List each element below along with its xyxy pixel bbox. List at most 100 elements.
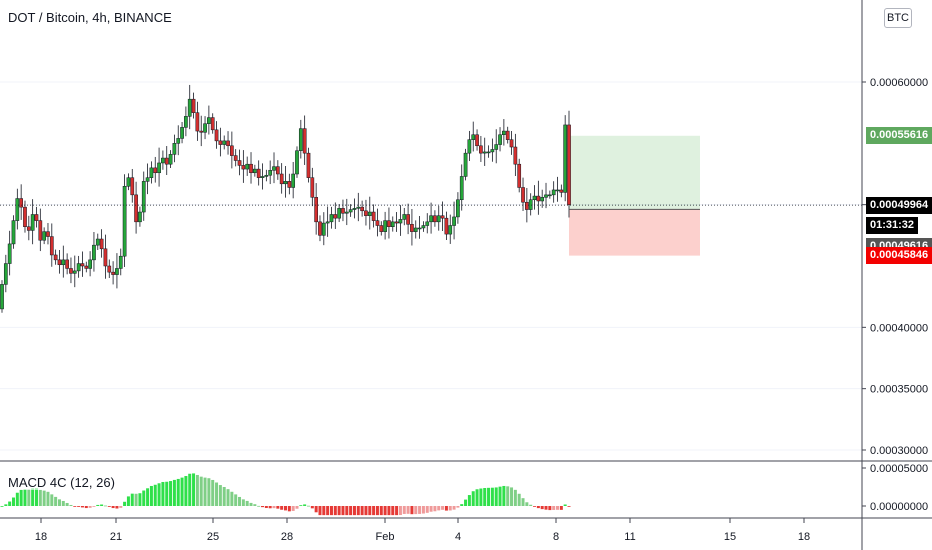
macd-bar [146, 488, 150, 506]
candle-body [19, 198, 24, 208]
candle-body [379, 225, 384, 232]
candle-body [161, 157, 165, 164]
candle-body [88, 259, 92, 269]
candle-body [199, 130, 204, 133]
macd-bar [27, 489, 31, 506]
macd-bar [46, 491, 50, 506]
macd-bar [215, 482, 219, 506]
candle-body [498, 134, 502, 145]
candle-body [38, 220, 43, 241]
currency-badge[interactable]: BTC [884, 8, 912, 28]
macd-bar [96, 504, 100, 506]
candle-body [567, 124, 571, 205]
macd-bar [479, 488, 483, 506]
macd-bar [280, 506, 284, 510]
macd-bar [19, 489, 23, 506]
candle-body [352, 208, 357, 210]
macd-bar [153, 484, 157, 506]
x-tick-label: 18 [35, 531, 47, 543]
macd-bar [111, 506, 115, 509]
macd-bar [529, 504, 533, 506]
candle-body [53, 254, 58, 261]
macd-bar [452, 506, 456, 510]
candle-body [275, 166, 280, 175]
macd-bar [437, 506, 441, 511]
macd-bar [372, 506, 376, 516]
candle-body [325, 221, 330, 224]
macd-bar [517, 493, 521, 506]
chart-title[interactable]: DOT / Bitcoin, 4h, BINANCE [8, 10, 172, 25]
macd-axis[interactable]: 0.00005000 0.00000000 [862, 463, 928, 513]
macd-bar [4, 504, 8, 506]
macd-bar [261, 506, 265, 508]
macd-bar [467, 495, 471, 506]
candle-body [157, 162, 161, 174]
macd-bar [513, 489, 517, 506]
macd-bar [176, 478, 180, 506]
macd-bar [483, 488, 487, 506]
candle-body [176, 138, 181, 144]
candle-body [525, 201, 529, 210]
candle-body [15, 198, 20, 221]
candle-body [11, 220, 16, 245]
macd-bar [134, 493, 138, 506]
macd-bar [65, 502, 69, 506]
candle-body [249, 163, 253, 174]
candle-body [191, 98, 196, 113]
macd-bar [498, 486, 502, 506]
time-axis[interactable]: 18 21 25 28 Feb 4 8 11 15 18 [35, 518, 810, 543]
profit-zone[interactable] [569, 135, 700, 210]
candle-body [425, 221, 430, 226]
candle-body [184, 116, 188, 128]
macd-bar [441, 506, 445, 510]
macd-bar [172, 479, 176, 506]
loss-zone[interactable] [569, 209, 700, 256]
candle-body [134, 194, 138, 223]
candle-body [26, 226, 31, 231]
candle-body [69, 268, 73, 274]
macd-bar [142, 490, 146, 506]
macd-bar [180, 477, 184, 506]
macd-histogram [0, 473, 571, 516]
macd-bar [276, 506, 280, 509]
candle-body [433, 215, 437, 223]
macd-bar [50, 494, 54, 506]
candle-body [95, 238, 100, 246]
target-price-tag: 0.00055616 [866, 127, 932, 145]
candle-body [230, 145, 234, 156]
candle-body [103, 248, 108, 267]
candle-body [467, 139, 472, 154]
y-tick-label: 0.00030000 [870, 445, 928, 457]
candle-body [291, 173, 296, 188]
candle-body [452, 216, 456, 226]
candle-body [122, 186, 127, 257]
candle-body [42, 231, 46, 241]
macd-bar [471, 491, 475, 506]
candlestick-series [0, 84, 571, 313]
candle-body [456, 199, 460, 218]
candle-body [390, 221, 395, 227]
candle-body [84, 265, 89, 269]
macd-bar [333, 506, 337, 516]
macd-bar [107, 506, 111, 507]
macd-bar [38, 489, 42, 506]
candle-body [329, 214, 334, 223]
candle-body [49, 236, 54, 256]
x-tick-label: 21 [110, 531, 122, 543]
candle-body [164, 157, 169, 165]
macd-bar [8, 501, 12, 506]
candle-body [459, 176, 464, 201]
macd-bar [310, 506, 314, 509]
candle-body [310, 177, 315, 198]
candle-body [348, 209, 353, 213]
macd-bar [329, 506, 333, 516]
macd-bar [540, 506, 544, 510]
y-tick-label: 0.00040000 [870, 322, 928, 334]
candle-body [187, 98, 192, 117]
macd-bar [73, 506, 77, 507]
macd-bar [230, 491, 234, 506]
macd-indicator-label[interactable]: MACD 4C (12, 26) [8, 475, 115, 490]
macd-bar [375, 506, 379, 516]
candle-body [210, 117, 215, 131]
